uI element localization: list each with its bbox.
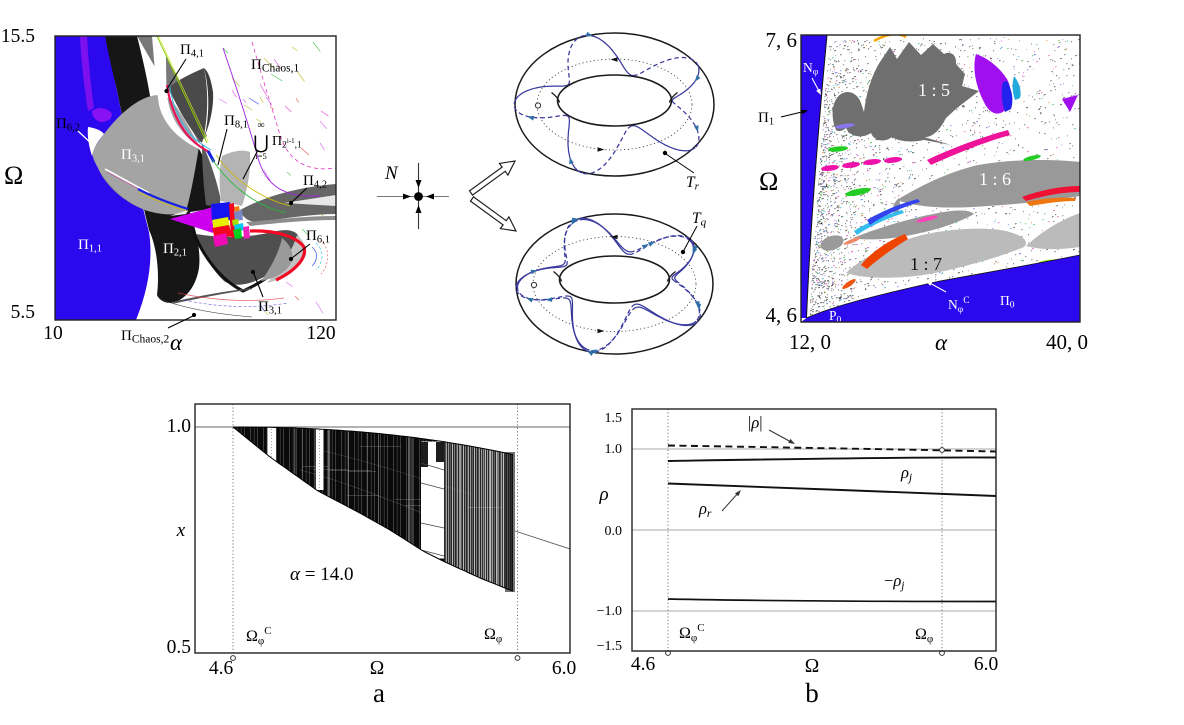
svg-text:−ρj: −ρj: [884, 571, 904, 592]
svg-text:1 : 6: 1 : 6: [979, 169, 1011, 189]
svg-text:ρ: ρ: [598, 484, 608, 505]
svg-text:1.0: 1.0: [605, 442, 623, 457]
svg-text:Ω: Ω: [370, 658, 385, 679]
svg-text:4, 6: 4, 6: [766, 303, 798, 327]
svg-text:5.5: 5.5: [11, 302, 35, 323]
svg-text:α: α: [170, 330, 183, 355]
svg-text:15.5: 15.5: [1, 26, 35, 47]
svg-text:Ω: Ω: [4, 161, 23, 190]
svg-text:α: α: [935, 330, 948, 355]
svg-text:Ω: Ω: [805, 656, 820, 677]
svg-text:α = 14.0: α = 14.0: [290, 564, 353, 585]
svg-text:N: N: [384, 163, 399, 184]
svg-text:|ρ|: |ρ|: [748, 413, 763, 432]
svg-text:6.0: 6.0: [974, 654, 998, 675]
svg-text:0.0: 0.0: [605, 524, 623, 539]
svg-text:a: a: [373, 678, 385, 708]
svg-text:40, 0: 40, 0: [1046, 330, 1088, 354]
svg-text:Ω: Ω: [759, 167, 778, 196]
svg-text:4.6: 4.6: [209, 658, 234, 679]
svg-text:Π2i-1,1: Π2i-1,1: [272, 134, 302, 151]
svg-text:6.0: 6.0: [552, 658, 576, 679]
svg-text:−1.0: −1.0: [597, 604, 622, 619]
svg-text:4.6: 4.6: [631, 654, 656, 675]
svg-text:1 : 7: 1 : 7: [910, 254, 942, 274]
svg-text:120: 120: [306, 323, 335, 344]
svg-text:b: b: [805, 678, 819, 708]
svg-text:−1.5: −1.5: [597, 639, 622, 654]
svg-text:0.5: 0.5: [167, 637, 191, 658]
svg-text:1.0: 1.0: [167, 416, 191, 437]
svg-text:12, 0: 12, 0: [789, 330, 831, 354]
svg-text:1 : 5: 1 : 5: [918, 80, 950, 100]
svg-text:1.5: 1.5: [605, 411, 623, 426]
svg-text:10: 10: [43, 323, 63, 344]
svg-text:∞: ∞: [257, 120, 264, 131]
svg-text:i=5: i=5: [255, 151, 266, 161]
svg-text:x: x: [176, 520, 186, 541]
svg-text:7, 6: 7, 6: [766, 28, 798, 52]
svg-text:⋃: ⋃: [253, 133, 269, 154]
